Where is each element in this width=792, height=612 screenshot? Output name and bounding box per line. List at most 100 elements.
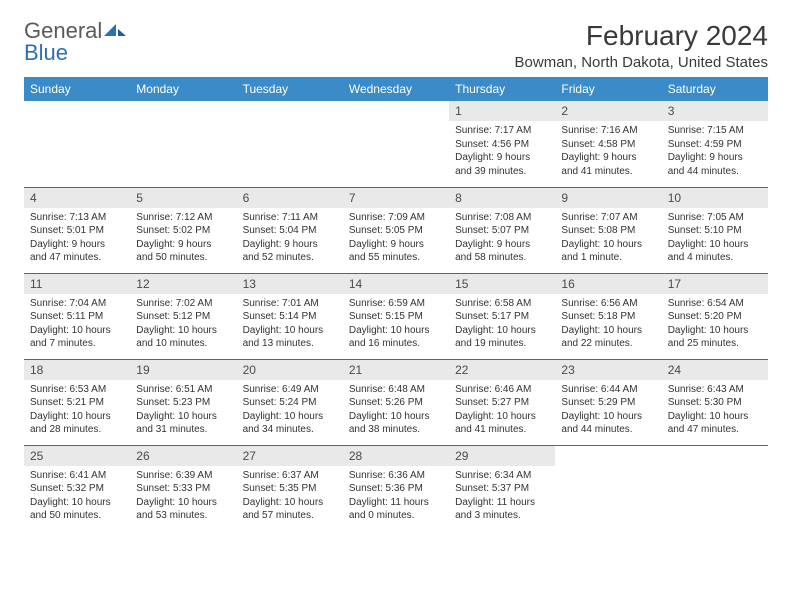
calendar-day-cell: 14Sunrise: 6:59 AMSunset: 5:15 PMDayligh…	[343, 273, 449, 359]
calendar-day-cell: 7Sunrise: 7:09 AMSunset: 5:05 PMDaylight…	[343, 187, 449, 273]
sunset-line: Sunset: 4:58 PM	[561, 138, 655, 152]
daylight-line: Daylight: 9 hours and 52 minutes.	[243, 238, 337, 265]
day-number: 24	[662, 360, 768, 380]
calendar-empty-cell	[130, 101, 236, 187]
day-number: 19	[130, 360, 236, 380]
sunset-line: Sunset: 5:30 PM	[668, 396, 762, 410]
daylight-line: Daylight: 10 hours and 1 minute.	[561, 238, 655, 265]
day-content: Sunrise: 6:43 AMSunset: 5:30 PMDaylight:…	[662, 380, 768, 440]
daylight-line: Daylight: 9 hours and 50 minutes.	[136, 238, 230, 265]
sunrise-line: Sunrise: 6:34 AM	[455, 469, 549, 483]
calendar-day-cell: 17Sunrise: 6:54 AMSunset: 5:20 PMDayligh…	[662, 273, 768, 359]
daylight-line: Daylight: 9 hours and 55 minutes.	[349, 238, 443, 265]
sunrise-line: Sunrise: 6:56 AM	[561, 297, 655, 311]
sunset-line: Sunset: 5:02 PM	[136, 224, 230, 238]
sunset-line: Sunset: 5:05 PM	[349, 224, 443, 238]
daylight-line: Daylight: 10 hours and 4 minutes.	[668, 238, 762, 265]
sunset-line: Sunset: 4:56 PM	[455, 138, 549, 152]
day-content: Sunrise: 6:54 AMSunset: 5:20 PMDaylight:…	[662, 294, 768, 354]
sunrise-line: Sunrise: 7:16 AM	[561, 124, 655, 138]
day-number: 18	[24, 360, 130, 380]
day-number: 3	[662, 101, 768, 121]
day-content: Sunrise: 7:15 AMSunset: 4:59 PMDaylight:…	[662, 121, 768, 181]
day-content: Sunrise: 6:49 AMSunset: 5:24 PMDaylight:…	[237, 380, 343, 440]
day-content: Sunrise: 6:37 AMSunset: 5:35 PMDaylight:…	[237, 466, 343, 526]
day-number: 13	[237, 274, 343, 294]
calendar-week-row: 25Sunrise: 6:41 AMSunset: 5:32 PMDayligh…	[24, 445, 768, 531]
day-content: Sunrise: 7:08 AMSunset: 5:07 PMDaylight:…	[449, 208, 555, 268]
day-content: Sunrise: 6:39 AMSunset: 5:33 PMDaylight:…	[130, 466, 236, 526]
sunset-line: Sunset: 5:18 PM	[561, 310, 655, 324]
day-number: 25	[24, 446, 130, 466]
daylight-line: Daylight: 10 hours and 57 minutes.	[243, 496, 337, 523]
sunset-line: Sunset: 5:23 PM	[136, 396, 230, 410]
sunrise-line: Sunrise: 6:58 AM	[455, 297, 549, 311]
calendar-day-cell: 6Sunrise: 7:11 AMSunset: 5:04 PMDaylight…	[237, 187, 343, 273]
day-content: Sunrise: 7:11 AMSunset: 5:04 PMDaylight:…	[237, 208, 343, 268]
sunrise-line: Sunrise: 7:11 AM	[243, 211, 337, 225]
sunset-line: Sunset: 5:04 PM	[243, 224, 337, 238]
calendar-empty-cell	[24, 101, 130, 187]
day-content: Sunrise: 6:41 AMSunset: 5:32 PMDaylight:…	[24, 466, 130, 526]
daylight-line: Daylight: 10 hours and 47 minutes.	[668, 410, 762, 437]
sunset-line: Sunset: 5:35 PM	[243, 482, 337, 496]
day-content: Sunrise: 7:17 AMSunset: 4:56 PMDaylight:…	[449, 121, 555, 181]
sunrise-line: Sunrise: 7:15 AM	[668, 124, 762, 138]
daylight-line: Daylight: 9 hours and 47 minutes.	[30, 238, 124, 265]
daylight-line: Daylight: 9 hours and 44 minutes.	[668, 151, 762, 178]
weekday-header: Friday	[555, 77, 661, 101]
day-content: Sunrise: 6:58 AMSunset: 5:17 PMDaylight:…	[449, 294, 555, 354]
sunset-line: Sunset: 5:26 PM	[349, 396, 443, 410]
calendar-body: 1Sunrise: 7:17 AMSunset: 4:56 PMDaylight…	[24, 101, 768, 531]
day-number: 10	[662, 188, 768, 208]
sunset-line: Sunset: 4:59 PM	[668, 138, 762, 152]
daylight-line: Daylight: 10 hours and 16 minutes.	[349, 324, 443, 351]
sunrise-line: Sunrise: 7:02 AM	[136, 297, 230, 311]
day-content: Sunrise: 7:13 AMSunset: 5:01 PMDaylight:…	[24, 208, 130, 268]
sunrise-line: Sunrise: 6:48 AM	[349, 383, 443, 397]
day-number: 20	[237, 360, 343, 380]
day-content: Sunrise: 6:46 AMSunset: 5:27 PMDaylight:…	[449, 380, 555, 440]
sunset-line: Sunset: 5:33 PM	[136, 482, 230, 496]
sunset-line: Sunset: 5:24 PM	[243, 396, 337, 410]
calendar-empty-cell	[555, 445, 661, 531]
sunset-line: Sunset: 5:14 PM	[243, 310, 337, 324]
day-number: 29	[449, 446, 555, 466]
sunrise-line: Sunrise: 6:44 AM	[561, 383, 655, 397]
sunrise-line: Sunrise: 7:04 AM	[30, 297, 124, 311]
calendar-day-cell: 3Sunrise: 7:15 AMSunset: 4:59 PMDaylight…	[662, 101, 768, 187]
day-number: 11	[24, 274, 130, 294]
calendar-day-cell: 12Sunrise: 7:02 AMSunset: 5:12 PMDayligh…	[130, 273, 236, 359]
calendar-day-cell: 15Sunrise: 6:58 AMSunset: 5:17 PMDayligh…	[449, 273, 555, 359]
month-title: February 2024	[515, 20, 768, 52]
calendar-empty-cell	[343, 101, 449, 187]
day-content: Sunrise: 6:59 AMSunset: 5:15 PMDaylight:…	[343, 294, 449, 354]
day-content: Sunrise: 7:16 AMSunset: 4:58 PMDaylight:…	[555, 121, 661, 181]
sunrise-line: Sunrise: 6:43 AM	[668, 383, 762, 397]
day-number: 1	[449, 101, 555, 121]
day-content: Sunrise: 6:48 AMSunset: 5:26 PMDaylight:…	[343, 380, 449, 440]
calendar-empty-cell	[662, 445, 768, 531]
calendar-day-cell: 27Sunrise: 6:37 AMSunset: 5:35 PMDayligh…	[237, 445, 343, 531]
sunrise-line: Sunrise: 7:01 AM	[243, 297, 337, 311]
day-content: Sunrise: 6:44 AMSunset: 5:29 PMDaylight:…	[555, 380, 661, 440]
day-content: Sunrise: 6:36 AMSunset: 5:36 PMDaylight:…	[343, 466, 449, 526]
calendar-day-cell: 21Sunrise: 6:48 AMSunset: 5:26 PMDayligh…	[343, 359, 449, 445]
sunrise-line: Sunrise: 6:46 AM	[455, 383, 549, 397]
daylight-line: Daylight: 10 hours and 28 minutes.	[30, 410, 124, 437]
sunset-line: Sunset: 5:21 PM	[30, 396, 124, 410]
calendar-day-cell: 26Sunrise: 6:39 AMSunset: 5:33 PMDayligh…	[130, 445, 236, 531]
day-number: 22	[449, 360, 555, 380]
sunset-line: Sunset: 5:32 PM	[30, 482, 124, 496]
day-number: 23	[555, 360, 661, 380]
daylight-line: Daylight: 10 hours and 7 minutes.	[30, 324, 124, 351]
weekday-header: Monday	[130, 77, 236, 101]
daylight-line: Daylight: 10 hours and 10 minutes.	[136, 324, 230, 351]
daylight-line: Daylight: 10 hours and 22 minutes.	[561, 324, 655, 351]
sunrise-line: Sunrise: 6:41 AM	[30, 469, 124, 483]
calendar-day-cell: 20Sunrise: 6:49 AMSunset: 5:24 PMDayligh…	[237, 359, 343, 445]
calendar-day-cell: 10Sunrise: 7:05 AMSunset: 5:10 PMDayligh…	[662, 187, 768, 273]
day-number: 28	[343, 446, 449, 466]
sunrise-line: Sunrise: 6:39 AM	[136, 469, 230, 483]
day-content: Sunrise: 7:12 AMSunset: 5:02 PMDaylight:…	[130, 208, 236, 268]
